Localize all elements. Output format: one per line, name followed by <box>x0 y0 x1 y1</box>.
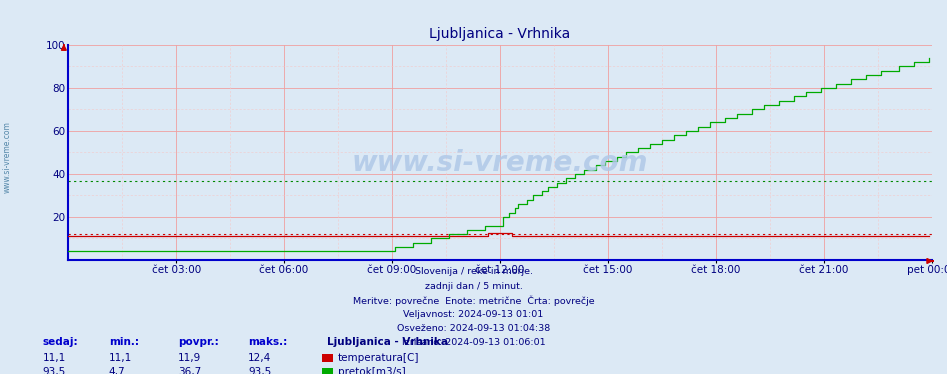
Text: www.si-vreme.com: www.si-vreme.com <box>351 149 649 177</box>
Text: min.:: min.: <box>109 337 139 347</box>
Text: Veljavnost: 2024-09-13 01:01: Veljavnost: 2024-09-13 01:01 <box>403 310 544 319</box>
Title: Ljubljanica - Vrhnika: Ljubljanica - Vrhnika <box>429 27 571 41</box>
Text: povpr.:: povpr.: <box>178 337 219 347</box>
Text: 36,7: 36,7 <box>178 367 202 374</box>
Text: maks.:: maks.: <box>248 337 287 347</box>
Text: 93,5: 93,5 <box>43 367 66 374</box>
Text: 11,1: 11,1 <box>43 353 66 363</box>
Text: 11,1: 11,1 <box>109 353 133 363</box>
Text: Osveženo: 2024-09-13 01:04:38: Osveženo: 2024-09-13 01:04:38 <box>397 324 550 333</box>
Text: Meritve: povrečne  Enote: metrične  Črta: povrečje: Meritve: povrečne Enote: metrične Črta: … <box>352 296 595 306</box>
Text: sedaj:: sedaj: <box>43 337 79 347</box>
Text: Ljubljanica - Vrhnika: Ljubljanica - Vrhnika <box>327 337 448 347</box>
Text: 12,4: 12,4 <box>248 353 272 363</box>
Text: Izrisano: 2024-09-13 01:06:01: Izrisano: 2024-09-13 01:06:01 <box>402 338 545 347</box>
Text: temperatura[C]: temperatura[C] <box>338 353 420 363</box>
Text: pretok[m3/s]: pretok[m3/s] <box>338 367 406 374</box>
Text: 11,9: 11,9 <box>178 353 202 363</box>
Text: www.si-vreme.com: www.si-vreme.com <box>3 121 12 193</box>
Text: zadnji dan / 5 minut.: zadnji dan / 5 minut. <box>424 282 523 291</box>
Text: 4,7: 4,7 <box>109 367 126 374</box>
Text: 93,5: 93,5 <box>248 367 272 374</box>
Text: Slovenija / reke in morje.: Slovenija / reke in morje. <box>415 267 532 276</box>
